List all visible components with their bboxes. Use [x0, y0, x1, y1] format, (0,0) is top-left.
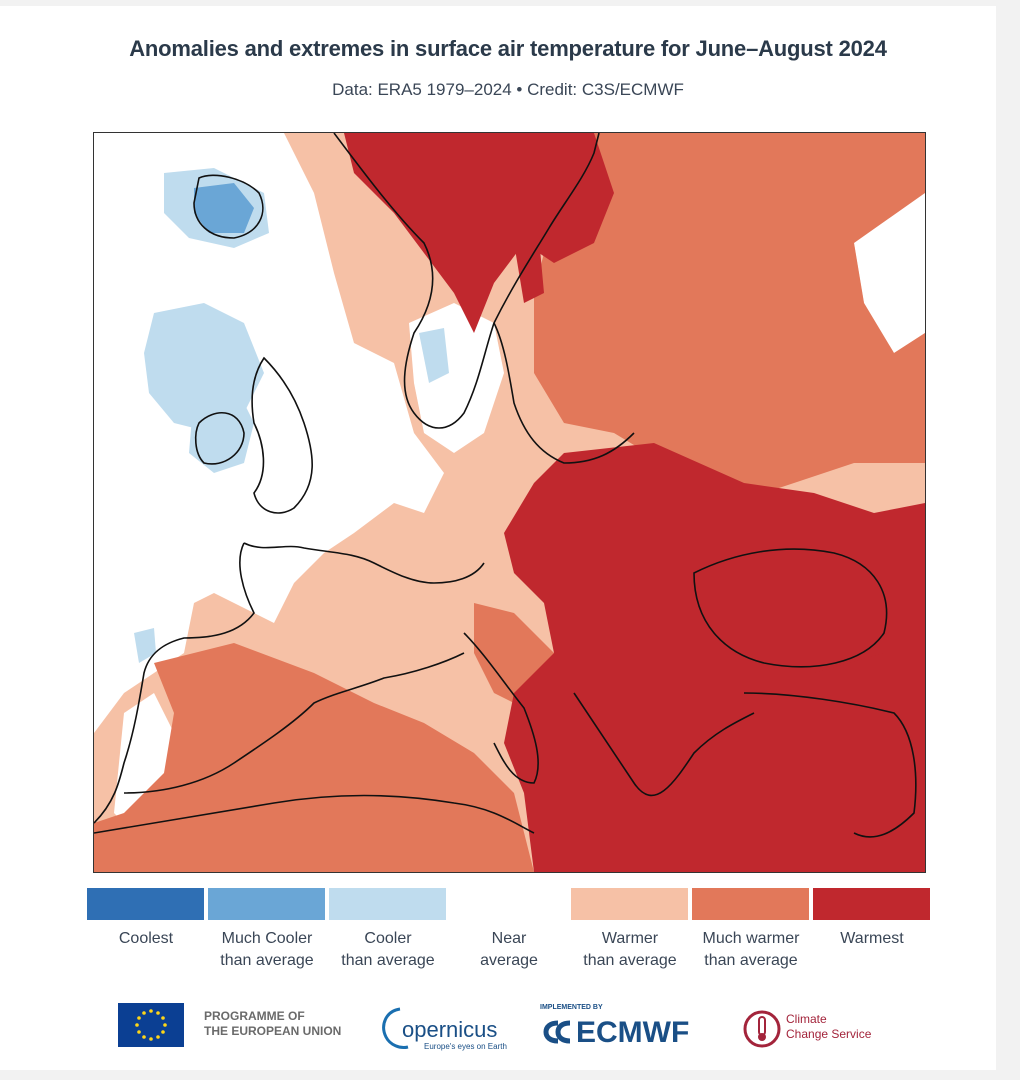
copernicus-c-icon: [382, 1007, 409, 1049]
c3s-ring-icon: [743, 1010, 781, 1048]
legend-label-warmer: Warmer than average: [583, 930, 677, 969]
c3s-logo: Climate Change Service: [740, 1001, 900, 1053]
legend: Coolest Much Cooler than average Cooler th…: [87, 888, 931, 978]
map-warmest-scandinavia: [344, 133, 614, 333]
coast-iceland: [193, 174, 264, 239]
legend-label-cooler: Cooler than average: [341, 930, 435, 969]
legend-label-warmest: Warmest: [840, 930, 904, 947]
coast-black-sea: [693, 548, 888, 668]
eu-programme-text: PROGRAMME OF THE EUROPEAN UNION: [204, 1009, 342, 1038]
implemented-by-text: IMPLEMENTED BY: [540, 1004, 603, 1011]
eu-stars-icon: [135, 1009, 167, 1041]
copernicus-logo-svg: opernicus Europe's eyes on Earth: [382, 1007, 507, 1051]
thermometer-icon: [758, 1016, 766, 1036]
figure-title: Anomalies and extremes in surface air te…: [129, 36, 887, 61]
coast-atlantic: [94, 542, 255, 824]
map-much-warmer-east: [524, 133, 925, 503]
legend-swatch-warmest: [813, 888, 930, 920]
map-cooler-norway: [419, 328, 449, 383]
map-warmest-finland: [514, 238, 544, 303]
ecmwf-logo: IMPLEMENTED BY ECMWF: [536, 999, 726, 1051]
ecmwf-wordmark: ECMWF: [576, 1016, 689, 1049]
coast-italy: [463, 632, 539, 784]
map-much-cooler-iceland: [194, 183, 254, 233]
coast-north-france: [243, 542, 485, 584]
copernicus-tagline: Europe's eyes on Earth: [424, 1042, 507, 1051]
copernicus-logo: opernicus Europe's eyes on Earth: [378, 1003, 518, 1051]
coast-anatolia: [743, 692, 917, 838]
map-near-east: [854, 193, 925, 353]
legend-swatch-near: [450, 888, 567, 920]
coast-ireland: [194, 411, 245, 465]
legend-swatch-warmer: [571, 888, 688, 920]
map-coastlines: [94, 133, 917, 838]
coast-north-africa: [94, 794, 535, 834]
ecmwf-waves-icon: [543, 1020, 571, 1044]
copernicus-wordmark: opernicus: [402, 1017, 497, 1042]
c3s-logo-svg: Climate Change Service: [743, 1010, 872, 1048]
eu-flag-icon: [118, 1003, 184, 1047]
logo-bar: PROGRAMME OF THE EUROPEAN UNION opernicu…: [0, 995, 1016, 1055]
ecmwf-logo-svg: IMPLEMENTED BY ECMWF: [540, 1004, 689, 1049]
legend-swatch-much-cooler: [208, 888, 325, 920]
map-cooler-portugal: [134, 628, 156, 663]
coast-scandinavia: [333, 133, 600, 429]
c3s-line1: Climate: [786, 1012, 827, 1026]
anomaly-map: [93, 132, 926, 873]
coast-balkans: [573, 692, 755, 797]
map-near-west: [94, 133, 444, 733]
coast-britain: [251, 356, 313, 514]
figure-subtitle: Data: ERA5 1979–2024 • Credit: C3S/ECMWF: [332, 80, 684, 99]
coast-mediterranean-north: [123, 652, 465, 794]
anomaly-map-svg: [94, 133, 925, 872]
legend-swatch-much-warmer: [692, 888, 809, 920]
legend-label-near: Near average: [480, 930, 538, 969]
legend-swatch-coolest: [87, 888, 204, 920]
map-warmest-black-sea: [684, 543, 894, 673]
legend-label-much-warmer: Much warmer than average: [702, 930, 800, 969]
legend-swatch-cooler: [329, 888, 446, 920]
coast-baltic: [493, 322, 635, 464]
legend-label-much-cooler: Much Cooler than average: [220, 930, 314, 969]
legend-label-coolest: Coolest: [118, 930, 174, 947]
c3s-line2: Change Service: [786, 1027, 872, 1041]
